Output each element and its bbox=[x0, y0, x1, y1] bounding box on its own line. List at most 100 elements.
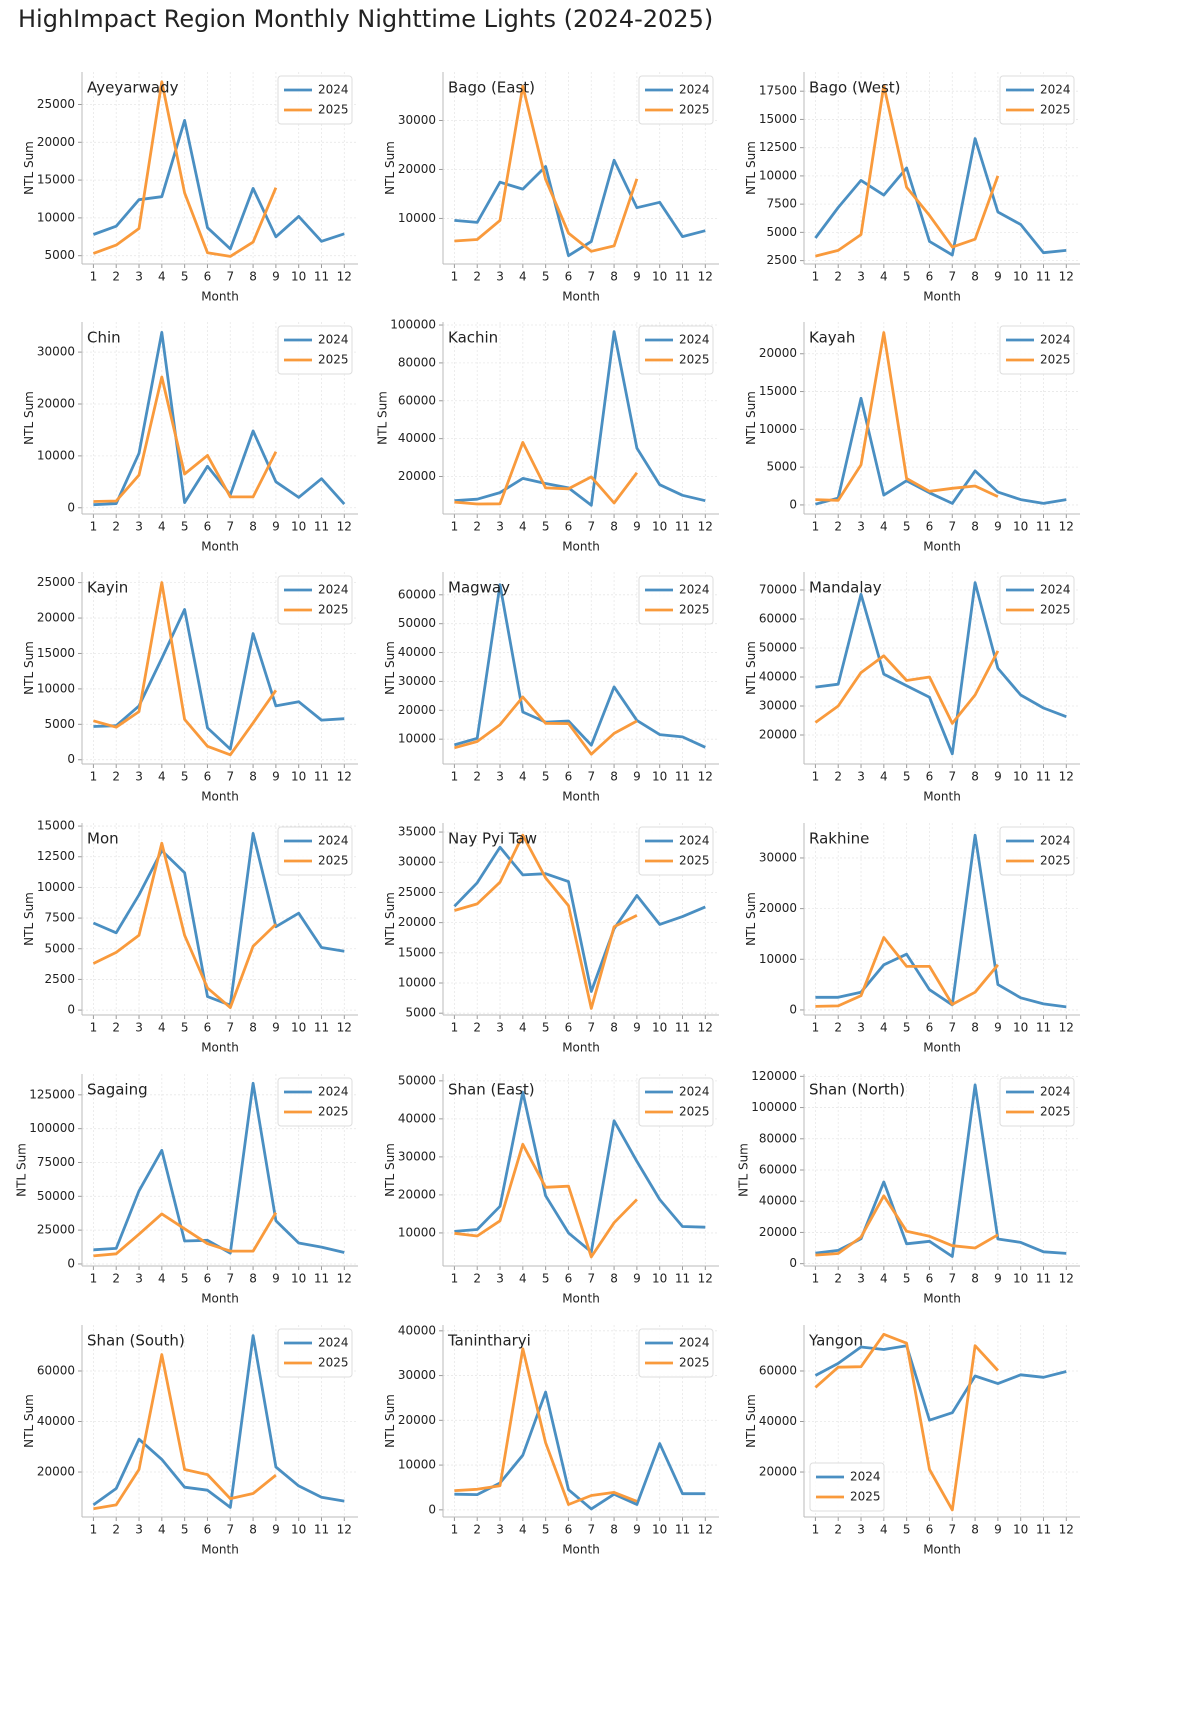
subplot-title: Yangon bbox=[808, 1332, 863, 1350]
x-tick-label: 6 bbox=[926, 1021, 934, 1035]
x-tick-label: 4 bbox=[158, 520, 166, 534]
legend-box bbox=[999, 575, 1075, 625]
x-tick-label: 12 bbox=[698, 1523, 713, 1537]
x-tick-label: 10 bbox=[291, 1021, 306, 1035]
data-line bbox=[454, 84, 639, 253]
y-tick-label: 25000 bbox=[37, 97, 75, 111]
x-axis-label: Month bbox=[201, 290, 239, 304]
x-tick-label: 12 bbox=[337, 520, 352, 534]
legend-label: 2024 bbox=[318, 1336, 349, 1350]
legend: 2024 2025 bbox=[809, 1462, 885, 1512]
y-tick-label: 0 bbox=[789, 1256, 797, 1270]
y-tick-label: 50000 bbox=[37, 1189, 75, 1203]
y-tick-label: 10000 bbox=[398, 976, 436, 990]
x-tick-label: 5 bbox=[181, 270, 189, 284]
y-tick-label: 5000 bbox=[405, 1006, 436, 1020]
legend: 2024 2025 bbox=[638, 1077, 714, 1127]
data-line bbox=[454, 1090, 706, 1254]
x-tick-label: 5 bbox=[542, 270, 550, 284]
x-tick-label: 2 bbox=[112, 270, 120, 284]
y-axis-label: NTL Sum bbox=[22, 892, 36, 946]
y-tick-label: 0 bbox=[789, 1002, 797, 1016]
y-tick-label: 17500 bbox=[759, 84, 797, 98]
y-tick-label: 15000 bbox=[398, 945, 436, 959]
data-line bbox=[453, 845, 706, 993]
y-tick-label: 20000 bbox=[398, 915, 436, 929]
x-tick-label: 1 bbox=[90, 520, 98, 534]
y-tick-label: 15000 bbox=[37, 819, 75, 833]
x-axis-label: Month bbox=[201, 540, 239, 554]
x-axis-label: Month bbox=[201, 1041, 239, 1055]
data-line bbox=[814, 1332, 999, 1512]
legend-box bbox=[638, 826, 714, 876]
y-tick-label: 2500 bbox=[766, 253, 797, 267]
x-tick-label: 5 bbox=[542, 1021, 550, 1035]
x-tick-label: 9 bbox=[994, 1272, 1002, 1286]
subplot: 1 2 3 4 5 6 7 8 9 10 11 120100002000030000ChinMonth… bbox=[22, 322, 358, 554]
x-tick-label: 9 bbox=[994, 1523, 1002, 1537]
data-line bbox=[93, 331, 346, 507]
subplot-title: Bago (West) bbox=[809, 79, 901, 97]
y-tick-label: 12500 bbox=[759, 140, 797, 154]
subplot-title: Ayeyarwady bbox=[87, 79, 179, 97]
x-tick-label: 1 bbox=[90, 770, 98, 784]
y-tick-label: 40000 bbox=[398, 1323, 436, 1337]
x-tick-label: 12 bbox=[337, 1021, 352, 1035]
legend-label: 2024 bbox=[1040, 1085, 1071, 1099]
legend-label: 2025 bbox=[1040, 353, 1071, 367]
y-tick-label: 30000 bbox=[398, 1368, 436, 1382]
subplot: 1 2 3 4 5 6 7 8 9 10 11 120100002000030000RakhineMo… bbox=[744, 823, 1080, 1055]
subplot-title: Kachin bbox=[448, 329, 498, 347]
legend: 2024 2025 bbox=[999, 1077, 1075, 1127]
data-line bbox=[815, 1194, 999, 1257]
x-tick-label: 2 bbox=[473, 520, 481, 534]
legend-label: 2025 bbox=[318, 1105, 349, 1119]
subplot-title: Kayah bbox=[809, 329, 855, 347]
data-line bbox=[93, 1353, 277, 1511]
y-tick-label: 0 bbox=[67, 1003, 75, 1017]
x-tick-label: 11 bbox=[1036, 520, 1051, 534]
legend-label: 2024 bbox=[318, 834, 349, 848]
x-tick-label: 4 bbox=[519, 1523, 527, 1537]
y-tick-label: 12500 bbox=[37, 849, 75, 863]
x-tick-label: 10 bbox=[291, 1272, 306, 1286]
legend-label: 2025 bbox=[679, 1105, 710, 1119]
y-tick-label: 60000 bbox=[759, 1363, 797, 1377]
legend: 2024 2025 bbox=[277, 1077, 353, 1127]
legend: 2024 2025 bbox=[999, 325, 1075, 375]
x-tick-label: 2 bbox=[112, 1272, 120, 1286]
x-axis-label: Month bbox=[923, 1041, 961, 1055]
x-tick-label: 6 bbox=[565, 1272, 573, 1286]
subplot-title: Magway bbox=[448, 579, 510, 597]
x-tick-label: 7 bbox=[948, 1272, 956, 1286]
legend: 2024 2025 bbox=[277, 1328, 353, 1378]
x-tick-label: 11 bbox=[675, 1272, 690, 1286]
y-tick-label: 120000 bbox=[751, 1069, 797, 1083]
x-tick-label: 1 bbox=[812, 770, 820, 784]
x-tick-label: 4 bbox=[880, 270, 888, 284]
x-tick-label: 6 bbox=[926, 1523, 934, 1537]
legend-label: 2024 bbox=[1040, 333, 1071, 347]
x-tick-label: 1 bbox=[812, 1523, 820, 1537]
y-tick-label: 10000 bbox=[37, 210, 75, 224]
x-tick-label: 8 bbox=[610, 1523, 618, 1537]
data-line bbox=[93, 375, 278, 503]
legend-box bbox=[638, 325, 714, 375]
x-tick-label: 7 bbox=[226, 520, 234, 534]
data-line bbox=[92, 119, 345, 251]
y-tick-label: 20000 bbox=[37, 1465, 75, 1479]
x-tick-label: 9 bbox=[272, 1272, 280, 1286]
data-line bbox=[815, 396, 1067, 506]
legend-label: 2025 bbox=[679, 353, 710, 367]
legend-box bbox=[999, 1077, 1075, 1127]
legend-box bbox=[638, 75, 714, 125]
y-tick-label: 20000 bbox=[37, 135, 75, 149]
x-tick-label: 10 bbox=[291, 270, 306, 284]
y-tick-label: 2500 bbox=[44, 972, 75, 986]
subplot-title: Mandalay bbox=[809, 579, 882, 597]
x-tick-label: 11 bbox=[314, 1523, 329, 1537]
x-tick-label: 11 bbox=[314, 770, 329, 784]
x-tick-label: 5 bbox=[181, 520, 189, 534]
